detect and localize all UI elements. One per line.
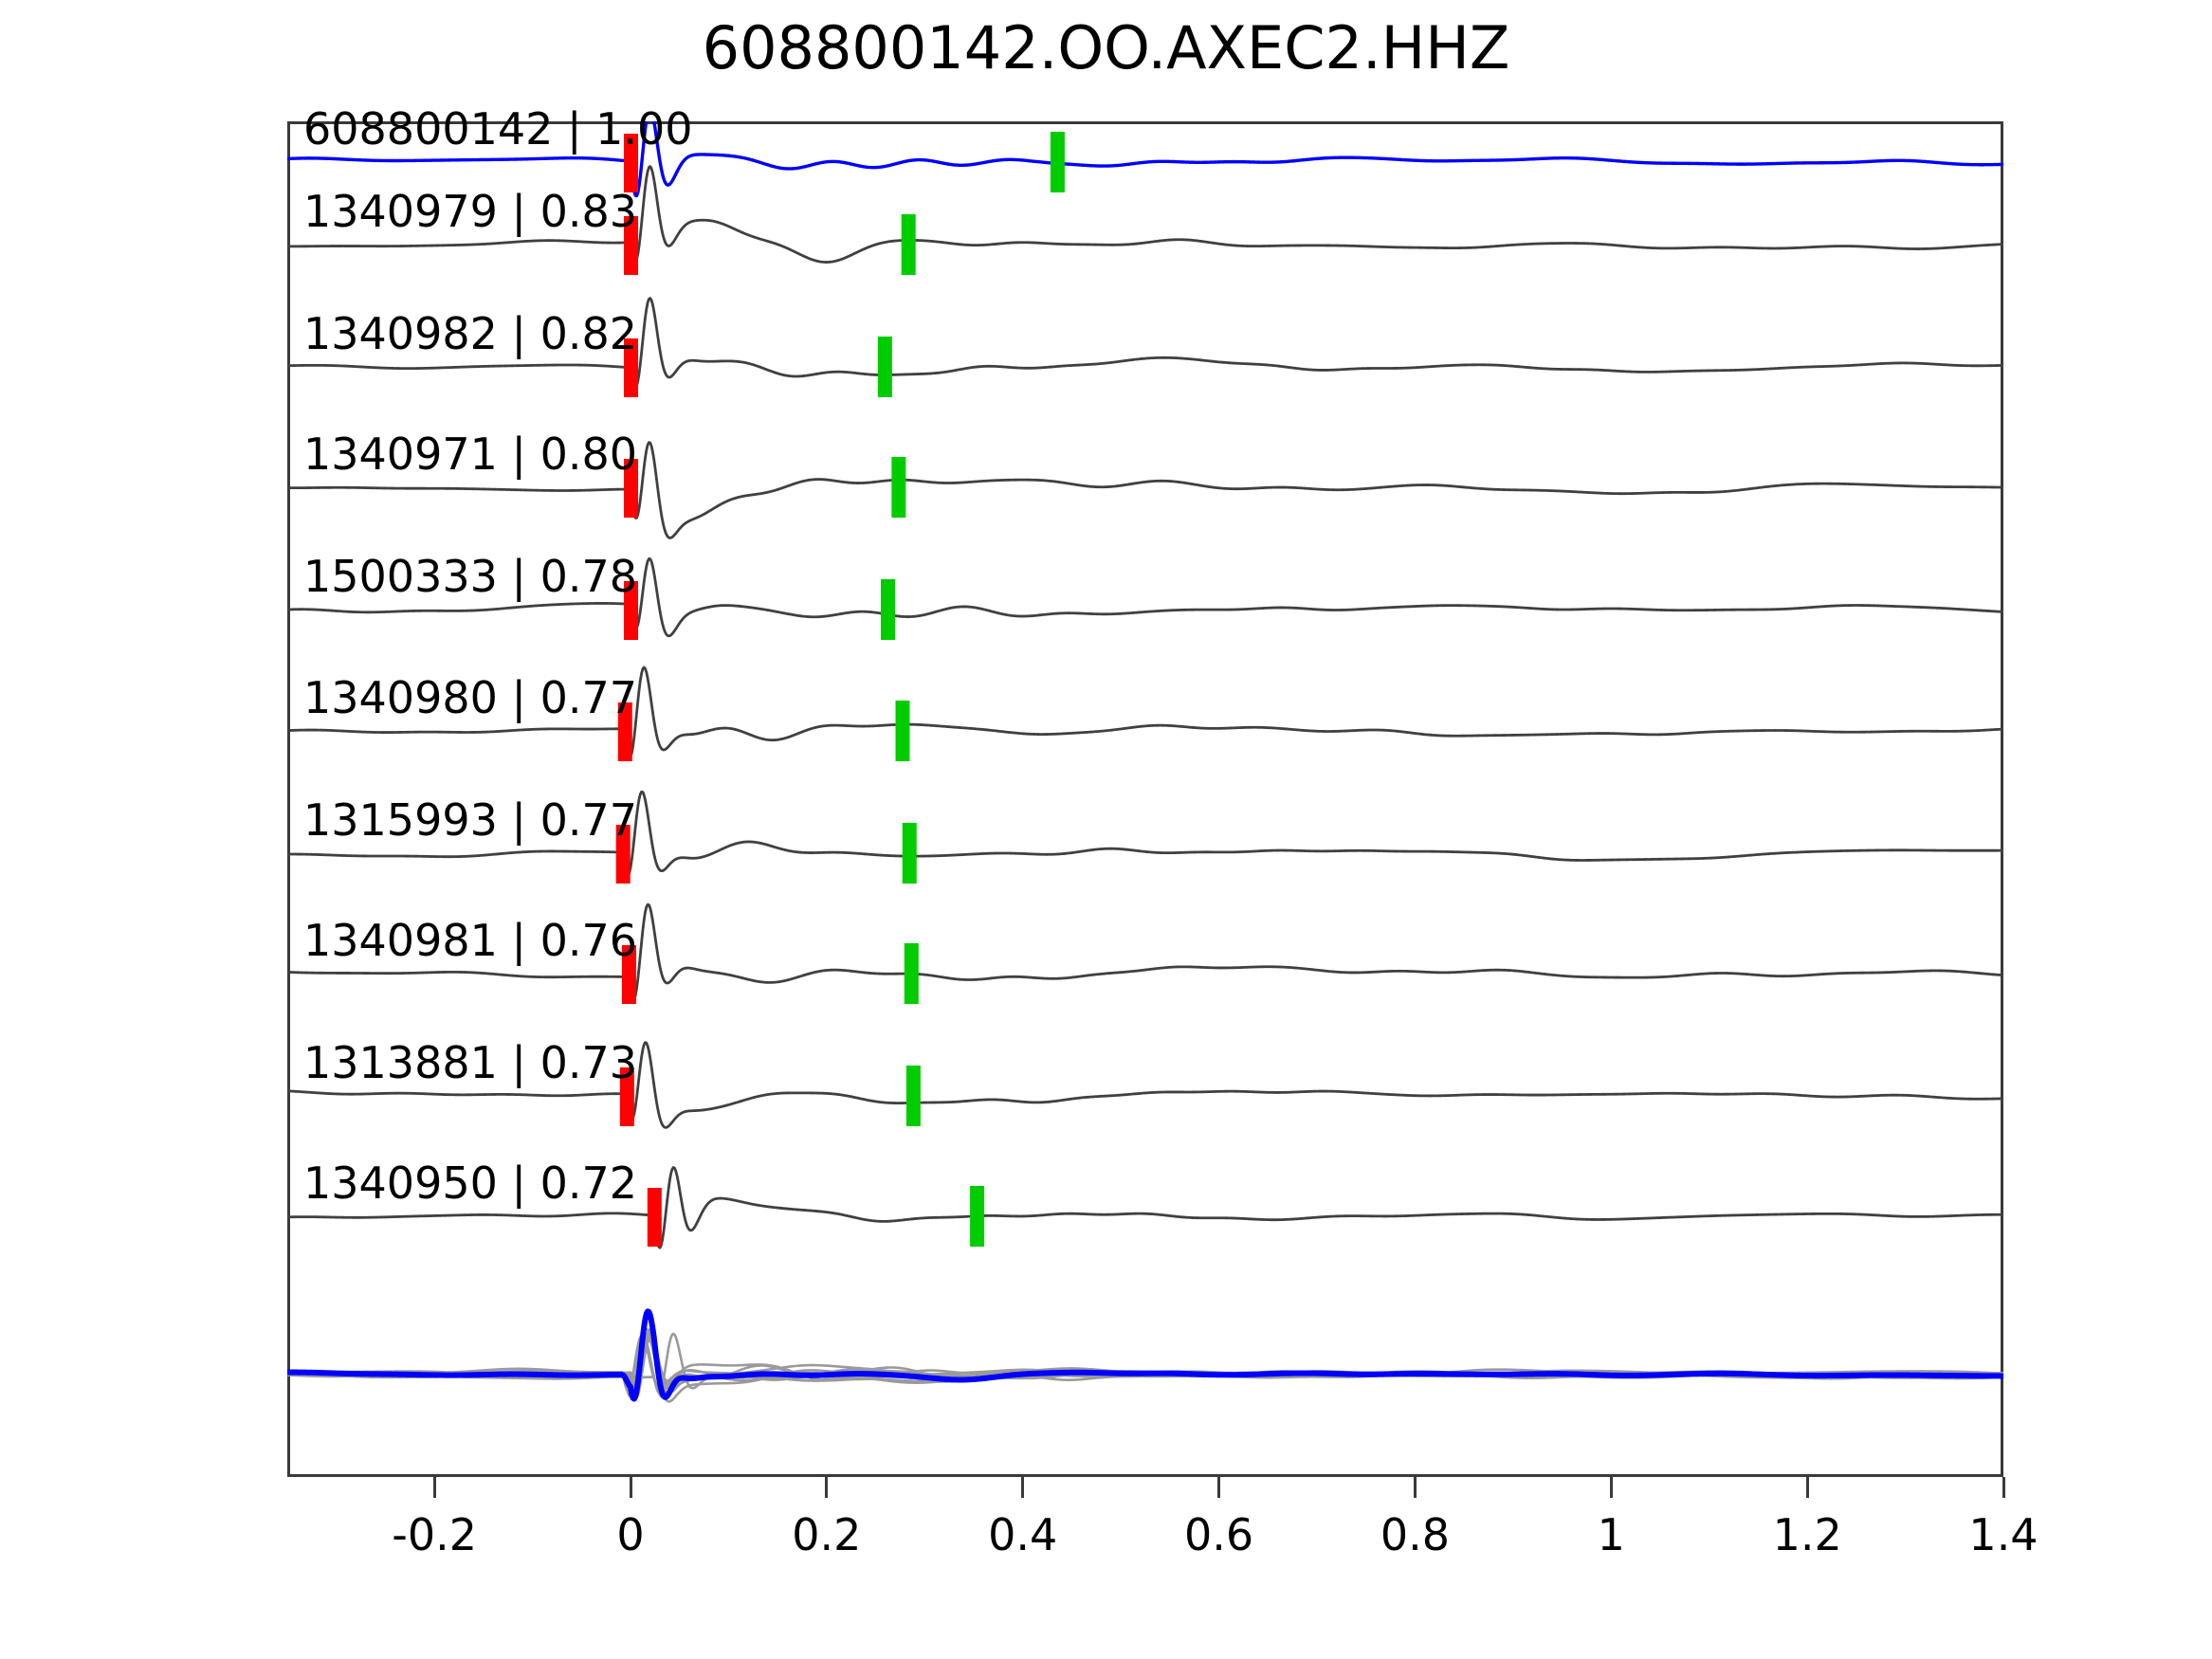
stack-overlay-trace: [287, 1327, 2003, 1392]
s-pick-marker[interactable]: [901, 214, 916, 275]
p-pick-marker[interactable]: [624, 338, 638, 397]
trace-label: 1340981 | 0.76: [303, 915, 638, 966]
trace-group: [287, 1166, 2003, 1249]
trace-group: [287, 902, 2003, 1004]
detection-waveform-trace: [287, 441, 2003, 539]
waveform-canvas: [287, 121, 2003, 1403]
x-axis-tick-label: 0.4: [988, 1509, 1058, 1560]
p-pick-marker[interactable]: [624, 134, 638, 192]
detection-waveform-trace: [287, 297, 2003, 390]
x-axis-tick: [2002, 1477, 2005, 1498]
p-pick-marker[interactable]: [619, 1067, 634, 1126]
x-axis-tick-label: -0.2: [392, 1509, 478, 1560]
stack-overlay-trace: [287, 1330, 2003, 1395]
x-axis-tick: [1805, 1477, 1809, 1498]
p-pick-marker[interactable]: [624, 216, 638, 275]
s-pick-marker[interactable]: [902, 823, 917, 884]
x-axis-tick-label: 0.2: [792, 1509, 862, 1560]
stack-panel: [287, 1308, 2003, 1403]
p-pick-marker[interactable]: [621, 945, 636, 1004]
plot-axes-frame: [287, 121, 2003, 1477]
s-pick-marker[interactable]: [1050, 132, 1065, 192]
stack-overlay-trace: [287, 1337, 2003, 1398]
trace-label: 608800142 | 1.00: [303, 103, 693, 155]
trace-label: 1340980 | 0.77: [303, 672, 638, 723]
x-axis-tick: [1413, 1477, 1417, 1498]
detection-waveform-trace: [287, 1041, 2003, 1129]
template-waveform-trace: [287, 121, 2003, 198]
x-axis-tick-label: 0.6: [1183, 1509, 1254, 1560]
trace-label: 1340950 | 0.72: [303, 1158, 638, 1209]
s-pick-marker[interactable]: [905, 1066, 921, 1126]
p-pick-marker[interactable]: [647, 1188, 662, 1247]
trace-group: [287, 121, 2003, 198]
trace-label: 1315993 | 0.77: [303, 794, 638, 846]
x-axis-tick: [1021, 1477, 1025, 1498]
trace-group: [287, 297, 2003, 397]
trace-label: 1340971 | 0.80: [303, 428, 638, 480]
stack-overlay-trace: [287, 1331, 2003, 1393]
s-pick-marker[interactable]: [891, 457, 906, 518]
trace-group: [287, 665, 2003, 761]
s-pick-marker[interactable]: [877, 337, 892, 397]
p-pick-marker[interactable]: [624, 459, 638, 518]
x-axis-tick-label: 1: [1597, 1509, 1625, 1560]
trace-group: [287, 165, 2003, 275]
x-axis-tick: [432, 1477, 436, 1498]
p-pick-marker[interactable]: [624, 581, 638, 640]
s-pick-marker[interactable]: [904, 943, 919, 1004]
s-pick-marker[interactable]: [970, 1186, 985, 1247]
x-axis-tick-label: 0: [616, 1509, 645, 1560]
detection-waveform-trace: [287, 665, 2003, 758]
trace-group: [287, 557, 2003, 640]
x-axis-tick: [1217, 1477, 1221, 1498]
x-axis-tick: [825, 1477, 829, 1498]
x-axis-tick: [629, 1477, 632, 1498]
s-pick-marker[interactable]: [895, 701, 910, 761]
detection-waveform-trace: [287, 1166, 2003, 1249]
trace-label: 1340982 | 0.82: [303, 308, 638, 359]
stack-overlay-trace: [287, 1336, 2003, 1401]
stack-overlay-trace: [287, 1334, 2003, 1394]
x-axis-tick-group: [287, 1477, 2005, 1500]
trace-label: 1340979 | 0.83: [303, 186, 638, 237]
trace-label: 1500333 | 0.78: [303, 551, 638, 602]
trace-label: 1313881 | 0.73: [303, 1037, 638, 1088]
trace-group: [287, 790, 2003, 884]
s-pick-marker[interactable]: [880, 579, 895, 640]
detection-waveform-trace: [287, 902, 2003, 1001]
stack-overlay-trace: [287, 1332, 2003, 1395]
trace-group: [287, 441, 2003, 539]
page-title: 608800142.OO.AXEC2.HHZ: [702, 13, 1510, 82]
stack-overlay-trace: [287, 1336, 2003, 1399]
detection-waveform-trace: [287, 165, 2003, 264]
x-axis-tick-label: 0.8: [1380, 1509, 1450, 1560]
trace-group: [287, 1041, 2003, 1129]
x-axis-tick-label: 1.4: [1968, 1509, 2038, 1560]
stack-overlay-trace: [287, 1327, 2003, 1392]
stack-mean-trace: [287, 1308, 2003, 1402]
x-axis-tick: [1609, 1477, 1613, 1498]
p-pick-marker[interactable]: [615, 825, 631, 884]
x-axis-tick-label: 1.2: [1772, 1509, 1842, 1560]
detection-waveform-trace: [287, 557, 2003, 638]
p-pick-marker[interactable]: [617, 702, 632, 761]
detection-waveform-trace: [287, 790, 2003, 877]
